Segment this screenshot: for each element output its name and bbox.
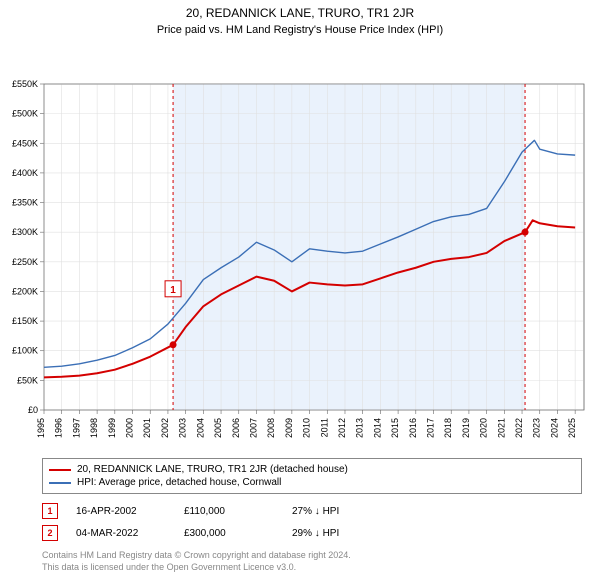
attribution-line: This data is licensed under the Open Gov…	[42, 562, 582, 573]
svg-text:2003: 2003	[178, 418, 188, 438]
svg-text:£450K: £450K	[12, 138, 38, 148]
svg-text:1995: 1995	[36, 418, 46, 438]
sale-diff: 29% ↓ HPI	[292, 528, 382, 539]
chart-title: 20, REDANNICK LANE, TRURO, TR1 2JR	[0, 0, 600, 20]
svg-text:1997: 1997	[71, 418, 81, 438]
svg-text:2025: 2025	[567, 418, 577, 438]
attribution: Contains HM Land Registry data © Crown c…	[42, 550, 582, 573]
svg-text:£100K: £100K	[12, 346, 38, 356]
svg-text:2022: 2022	[514, 418, 524, 438]
svg-text:£150K: £150K	[12, 316, 38, 326]
svg-text:£500K: £500K	[12, 109, 38, 119]
svg-text:2013: 2013	[355, 418, 365, 438]
svg-text:2001: 2001	[142, 418, 152, 438]
sale-diff: 27% ↓ HPI	[292, 506, 382, 517]
svg-text:2019: 2019	[461, 418, 471, 438]
sale-row: 1 16-APR-2002 £110,000 27% ↓ HPI	[42, 500, 582, 522]
sale-date: 16-APR-2002	[76, 506, 166, 517]
svg-text:£250K: £250K	[12, 257, 38, 267]
sale-price: £300,000	[184, 528, 274, 539]
svg-text:£50K: £50K	[17, 375, 38, 385]
chart-subtitle: Price paid vs. HM Land Registry's House …	[0, 20, 600, 40]
legend-swatch	[49, 482, 71, 484]
svg-text:1998: 1998	[89, 418, 99, 438]
svg-text:£350K: £350K	[12, 198, 38, 208]
svg-text:2012: 2012	[337, 418, 347, 438]
svg-text:£200K: £200K	[12, 286, 38, 296]
legend-item: 20, REDANNICK LANE, TRURO, TR1 2JR (deta…	[49, 463, 575, 476]
chart: £0 £50K £100K £150K £200K £250K £300K £350K £400…	[0, 40, 600, 452]
svg-text:2015: 2015	[390, 418, 400, 438]
svg-text:2009: 2009	[284, 418, 294, 438]
svg-text:£550K: £550K	[12, 79, 38, 89]
svg-text:1996: 1996	[54, 418, 64, 438]
legend: 20, REDANNICK LANE, TRURO, TR1 2JR (deta…	[42, 458, 582, 494]
svg-text:2004: 2004	[195, 418, 205, 438]
legend-label: 20, REDANNICK LANE, TRURO, TR1 2JR (deta…	[77, 464, 348, 475]
svg-text:2006: 2006	[231, 418, 241, 438]
legend-swatch	[49, 469, 71, 471]
svg-text:2011: 2011	[319, 418, 329, 437]
chart-svg: £0 £50K £100K £150K £200K £250K £300K £350K £400…	[0, 40, 600, 452]
sale-marker-box: 2	[42, 525, 58, 541]
svg-text:2007: 2007	[248, 418, 258, 438]
svg-text:2018: 2018	[443, 418, 453, 438]
svg-text:1: 1	[170, 285, 176, 296]
svg-text:£400K: £400K	[12, 168, 38, 178]
svg-text:2020: 2020	[479, 418, 489, 438]
svg-text:£0: £0	[28, 405, 38, 415]
svg-text:2017: 2017	[426, 418, 436, 438]
sale-marker-box: 1	[42, 503, 58, 519]
svg-text:£300K: £300K	[12, 227, 38, 237]
svg-text:2010: 2010	[302, 418, 312, 438]
svg-text:2024: 2024	[549, 418, 559, 438]
sales-table: 1 16-APR-2002 £110,000 27% ↓ HPI 2 04-MAR-202…	[42, 500, 582, 544]
sale-row: 2 04-MAR-2022 £300,000 29% ↓ HPI	[42, 522, 582, 544]
svg-text:2014: 2014	[372, 418, 382, 438]
svg-text:2005: 2005	[213, 418, 223, 438]
svg-text:2021: 2021	[496, 418, 506, 438]
svg-text:2000: 2000	[125, 418, 135, 438]
sale-price: £110,000	[184, 506, 274, 517]
legend-item: HPI: Average price, detached house, Corn…	[49, 476, 575, 489]
svg-text:2008: 2008	[266, 418, 276, 438]
sale-date: 04-MAR-2022	[76, 528, 166, 539]
legend-label: HPI: Average price, detached house, Corn…	[77, 477, 281, 488]
svg-text:2023: 2023	[532, 418, 542, 438]
svg-text:2016: 2016	[408, 418, 418, 438]
svg-text:2002: 2002	[160, 418, 170, 438]
svg-text:1999: 1999	[107, 418, 117, 438]
